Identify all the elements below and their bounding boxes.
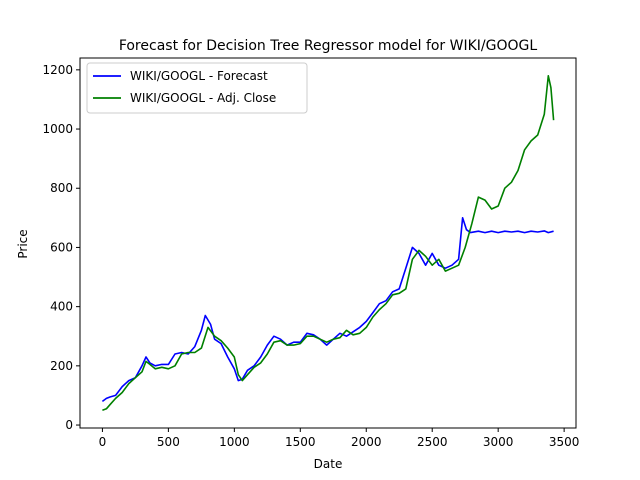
- legend-label-forecast: WIKI/GOOGL - Forecast: [130, 69, 268, 83]
- y-tick-label-2: 400: [50, 300, 73, 314]
- x-tick-label-6: 3000: [483, 435, 514, 449]
- y-tick-label-5: 1000: [42, 122, 73, 136]
- y-tick-label-3: 600: [50, 240, 73, 254]
- series-line-1: [102, 75, 555, 411]
- x-axis: 0 500 1000 1500 2000 2500 3000 3500: [99, 428, 580, 449]
- y-tick-label-6: 1200: [42, 63, 73, 77]
- series-line-0: [101, 217, 554, 403]
- x-tick-label-3: 1500: [285, 435, 316, 449]
- x-axis-label: Date: [314, 457, 343, 471]
- x-tick-label-4: 2000: [351, 435, 382, 449]
- legend-label-adj-close: WIKI/GOOGL - Adj. Close: [130, 91, 276, 105]
- x-tick-label-2: 1000: [219, 435, 250, 449]
- y-axis: 0 200 400 600 800 1000 1200: [42, 63, 80, 432]
- x-tick-label-7: 3500: [549, 435, 580, 449]
- chart-title: Forecast for Decision Tree Regressor mod…: [119, 38, 538, 54]
- x-tick-label-0: 0: [99, 435, 107, 449]
- legend: WIKI/GOOGL - Forecast WIKI/GOOGL - Adj. …: [86, 62, 308, 114]
- x-tick-label-1: 500: [157, 435, 180, 449]
- y-tick-label-0: 0: [65, 418, 73, 432]
- plot-area: [101, 75, 555, 411]
- legend-box: [86, 62, 308, 114]
- y-tick-label-4: 800: [50, 181, 73, 195]
- y-axis-label: Price: [16, 229, 30, 258]
- plot-frame: [79, 57, 577, 429]
- x-tick-label-5: 2500: [417, 435, 448, 449]
- y-tick-label-1: 200: [50, 359, 73, 373]
